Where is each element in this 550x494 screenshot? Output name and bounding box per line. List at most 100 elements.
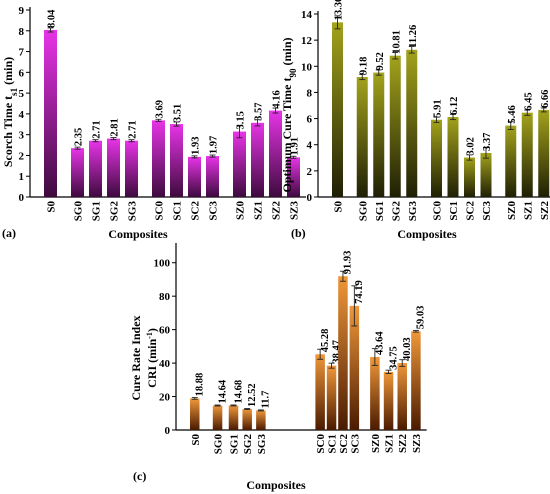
- data-label: 13.36: [334, 0, 345, 20]
- panel-label-b: (b): [291, 226, 306, 240]
- x-tick-label: SZ2: [397, 434, 409, 453]
- x-tick-label: SC1: [448, 201, 460, 221]
- x-tick-label: SC1: [172, 201, 184, 221]
- x-tick-label: SZ2: [271, 201, 283, 220]
- bar: [251, 122, 264, 197]
- y-tick-label: 12: [301, 35, 313, 47]
- x-tick-label: SZ0: [370, 434, 382, 453]
- bar: [190, 398, 200, 430]
- bar: [431, 119, 442, 197]
- bar: [349, 305, 360, 430]
- bar: [152, 120, 165, 197]
- y-tick-label: 6: [307, 114, 313, 126]
- data-label: 3.69: [155, 100, 166, 118]
- y-axis-title-b-sub: 90: [288, 68, 298, 78]
- bar: [389, 55, 401, 197]
- x-tick-label: SC2: [338, 434, 350, 454]
- data-label: 14.64: [217, 379, 228, 403]
- y-tick-label: 3: [19, 130, 25, 142]
- y-tick-label: 2: [307, 166, 313, 178]
- bar: [287, 157, 300, 197]
- bar: [356, 77, 368, 197]
- y-tick-label: 14: [301, 9, 313, 21]
- y-tick-label: 4: [19, 109, 25, 121]
- data-label: 3.15: [236, 111, 247, 129]
- data-label: 2.35: [74, 128, 85, 146]
- x-tick-label: SG1: [91, 201, 103, 221]
- x-tick-label: S0: [46, 201, 58, 213]
- x-tick-label: SC0: [432, 201, 444, 221]
- y-tick-label: 80: [159, 291, 171, 303]
- chart-a: (a) Composites Scorch Time ts1 (min) 0 1 2…: [1, 5, 306, 241]
- bar: [538, 109, 550, 197]
- data-label: 91.93: [343, 251, 354, 275]
- bar: [206, 156, 219, 197]
- y-axis-title-b: Optimum Cure Time t90 (min): [280, 37, 298, 192]
- x-axis-title-a: Composites: [108, 227, 168, 241]
- x-tick-label: SC2: [190, 201, 202, 221]
- y-tick-label: 2: [19, 150, 25, 162]
- y-tick-label: 20: [159, 392, 171, 404]
- bar: [188, 156, 201, 197]
- bar: [505, 125, 517, 197]
- x-tick-label: SG3: [407, 201, 419, 222]
- y-axis-title-b-unit: (min): [280, 37, 294, 68]
- y-tick-label: 7: [19, 47, 25, 59]
- data-label: 3.51: [173, 104, 184, 122]
- y-tick-label: 6: [19, 67, 25, 79]
- x-tick-label: SZ0: [235, 201, 247, 220]
- x-tick-label: SG1: [229, 434, 241, 454]
- x-tick-label: SG0: [357, 201, 369, 222]
- data-label: 9.18: [358, 57, 369, 75]
- x-tick-label: SG3: [127, 201, 139, 222]
- y-axis-title-c-line1: Cure Rate Index: [129, 315, 143, 400]
- y-tick-label: 8: [19, 26, 25, 38]
- data-label: 5.46: [507, 105, 518, 123]
- x-tick-label: SG0: [213, 434, 225, 455]
- y-axis-title-a: Scorch Time ts1 (min): [1, 57, 19, 167]
- x-tick-label: SC1: [327, 434, 339, 454]
- data-label: 3.57: [254, 102, 265, 120]
- x-tick-label: SC0: [154, 201, 166, 221]
- bar: [107, 138, 120, 197]
- data-label: 6.12: [449, 97, 460, 115]
- x-tick-label: SZ0: [506, 201, 518, 220]
- data-label: 2.71: [92, 120, 103, 138]
- y-tick-label: 60: [159, 325, 171, 337]
- y-tick-label: 8: [307, 87, 313, 99]
- data-label: 6.66: [540, 90, 550, 108]
- bar: [464, 157, 475, 197]
- data-label: 74.19: [354, 280, 365, 304]
- y-axis-title-a-unit: (min): [1, 57, 15, 88]
- x-tick-label: SC0: [315, 434, 327, 454]
- y-tick-label: 100: [154, 258, 171, 270]
- x-tick-label: S0: [333, 201, 345, 213]
- y-axis-title-a-main: Scorch Time t: [1, 96, 15, 167]
- bar: [233, 131, 246, 197]
- x-tick-label: SG2: [109, 201, 121, 222]
- bar: [332, 22, 343, 197]
- bar: [373, 72, 385, 197]
- bar: [44, 29, 57, 197]
- y-tick-label: 10: [301, 61, 313, 73]
- bar: [256, 410, 266, 430]
- y-axis-title-c-line2: CRI (min-1): [145, 328, 160, 388]
- bar: [406, 49, 418, 197]
- bar: [269, 110, 282, 197]
- x-tick-label: SZ1: [253, 201, 265, 220]
- data-label: 5.91: [433, 99, 444, 117]
- x-tick-label: SZ3: [289, 201, 301, 220]
- bar: [212, 405, 223, 430]
- data-label: 59.03: [416, 306, 427, 330]
- bar: [480, 152, 492, 197]
- y-axis-title-c-sup: -1: [145, 332, 154, 339]
- bar: [397, 363, 407, 430]
- panel-label-c: (c): [133, 469, 146, 483]
- y-axis-title-a-sub: s1: [9, 87, 19, 96]
- bar: [383, 371, 394, 430]
- data-label: 11.7: [261, 391, 272, 409]
- x-tick-label: SZ3: [411, 434, 423, 453]
- chart-c: (c) Composites Cure Rate Index CRI (min-…: [129, 243, 427, 492]
- bar: [338, 276, 348, 430]
